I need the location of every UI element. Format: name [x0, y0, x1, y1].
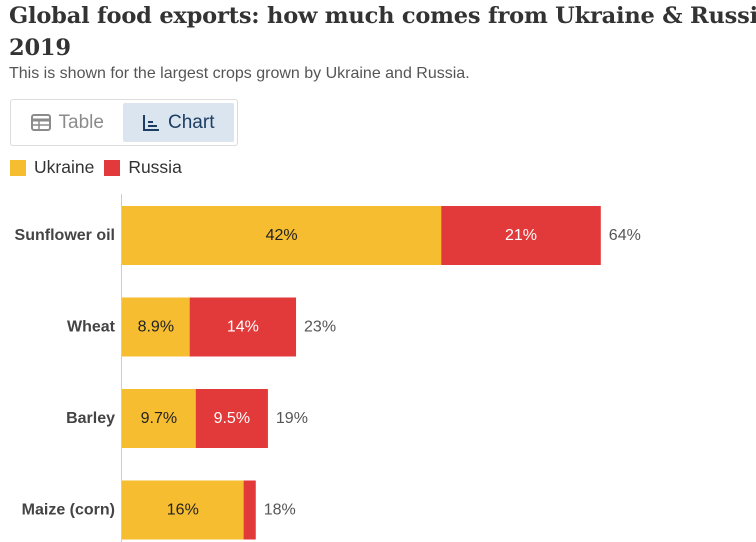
value-label-russia-sunflower-oil: 21%: [505, 227, 537, 244]
tab-table-label: Table: [58, 111, 104, 133]
value-label-ukraine-sunflower-oil: 42%: [266, 227, 298, 244]
bar-russia-wheat: [189, 297, 297, 357]
total-label-maize-corn: 18%: [264, 502, 296, 519]
chart-title-year: 2019: [9, 35, 71, 61]
total-label-sunflower-oil: 64%: [609, 227, 641, 244]
legend-label-ukraine: Ukraine: [34, 157, 95, 177]
category-label-barley: Barley: [66, 410, 115, 427]
bar-russia-sunflower-oil: [441, 206, 601, 265]
value-label-ukraine-barley: 9.7%: [141, 410, 177, 427]
total-label-wheat: 23%: [304, 319, 336, 336]
value-label-russia-barley: 9.5%: [214, 410, 250, 427]
bar-ukraine-sunflower-oil: [122, 206, 442, 265]
view-tabs: Table Chart: [10, 99, 238, 146]
line-chart-icon: [142, 114, 160, 132]
value-label-ukraine-maize-corn: 16%: [167, 502, 199, 519]
category-label-wheat: Wheat: [67, 319, 116, 336]
bar-ukraine-wheat: [122, 297, 190, 357]
legend-swatch-ukraine: [10, 159, 26, 176]
category-label-sunflower-oil: Sunflower oil: [15, 227, 115, 244]
bar-russia-maize-corn: [243, 480, 256, 540]
category-label-maize-corn: Maize (corn): [22, 502, 115, 519]
value-label-russia-wheat: 14%: [227, 319, 259, 336]
legend-label-russia: Russia: [128, 157, 182, 177]
tab-table[interactable]: Table: [14, 103, 121, 142]
tab-chart-label: Chart: [168, 111, 215, 133]
bar-russia-barley: [195, 389, 268, 448]
chart-legend: Ukraine Russia: [10, 157, 192, 178]
stacked-bar-chart: Sunflower oil 42% 21% 64% Wheat 8.9% 14% 23% Bar…: [15, 194, 641, 542]
bar-ukraine-barley: [122, 389, 196, 448]
legend-item-ukraine[interactable]: Ukraine: [10, 157, 94, 178]
chart-title-main: Global food exports: how much comes from…: [9, 3, 756, 29]
total-label-barley: 19%: [276, 410, 308, 427]
bar-ukraine-maize-corn: [122, 480, 244, 540]
chart-subtitle: This is shown for the largest crops grow…: [9, 65, 470, 82]
chart-title: Global food exports: how much comes from…: [9, 0, 756, 64]
legend-item-russia[interactable]: Russia: [104, 157, 182, 178]
table-icon: [30, 114, 51, 131]
value-label-ukraine-wheat: 8.9%: [138, 319, 174, 336]
tab-chart[interactable]: Chart: [122, 103, 234, 142]
legend-swatch-russia: [104, 159, 121, 176]
